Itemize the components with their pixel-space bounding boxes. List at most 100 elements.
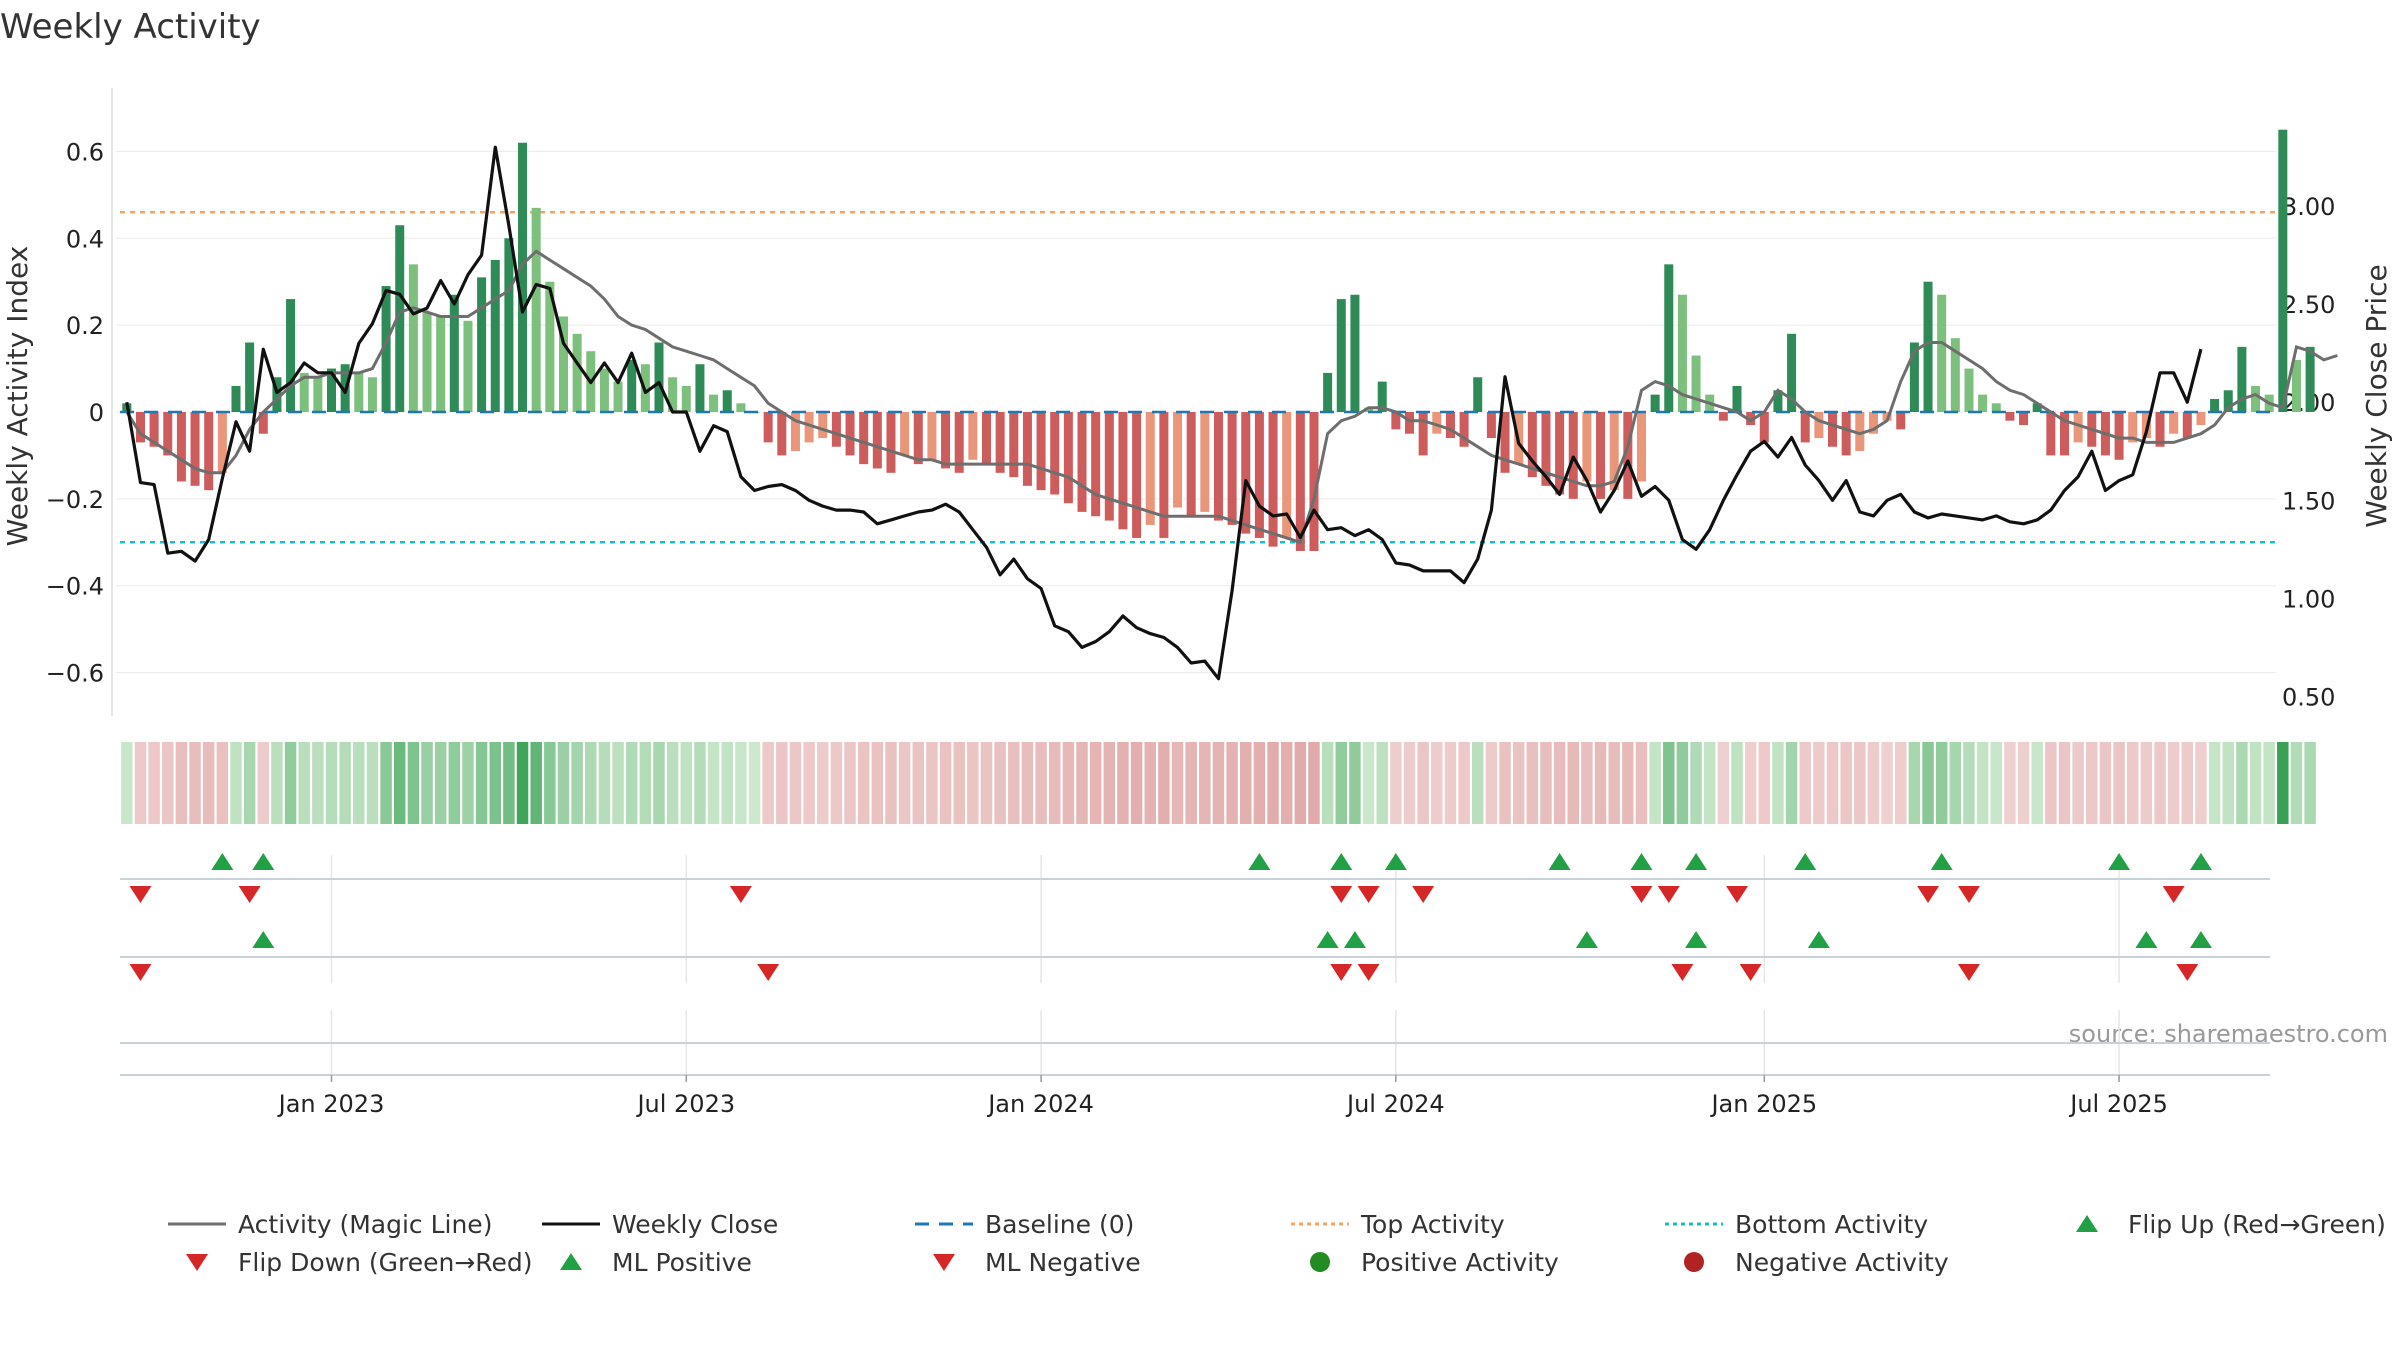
heat-strip-cell xyxy=(2290,742,2303,824)
heat-strip-cell xyxy=(202,742,215,824)
legend-item: ML Negative xyxy=(933,1248,1141,1277)
heat-strip-cell xyxy=(1649,742,1661,824)
activity-bar xyxy=(272,377,282,412)
heat-strip-cell xyxy=(817,742,829,824)
heat-strip-cell xyxy=(625,742,638,824)
heat-strip-cell xyxy=(1089,742,1102,824)
activity-bar xyxy=(1323,372,1333,412)
activity-bar xyxy=(2169,412,2179,434)
heat-strip-cell xyxy=(1703,742,1716,824)
flip-down-marker xyxy=(238,886,261,903)
ml-positive-marker xyxy=(1575,931,1598,948)
flip-down-marker xyxy=(2162,886,2185,903)
ml-positive-marker xyxy=(1343,931,1366,948)
activity-bar xyxy=(1841,412,1851,456)
y-tick-right-label: 2.50 xyxy=(2282,291,2335,319)
activity-bar xyxy=(1541,412,1551,486)
heat-strip-cell xyxy=(1635,742,1648,824)
ml-negative-marker xyxy=(1739,964,1762,981)
heat-strip-cell xyxy=(1854,742,1866,824)
y-tick-left-label: 0.2 xyxy=(66,312,104,340)
heat-strip-cell xyxy=(1867,742,1880,824)
heat-strip-cell xyxy=(653,742,665,824)
activity-bar xyxy=(1746,412,1756,426)
activity-bar xyxy=(1909,342,1919,412)
flip-up-marker xyxy=(1548,853,1571,870)
activity-bar xyxy=(2128,412,2138,443)
activity-bar xyxy=(886,412,896,473)
flip-down-marker xyxy=(729,886,752,903)
heat-strip-cell xyxy=(475,742,488,824)
activity-bar xyxy=(1609,412,1619,491)
heat-strip-cell xyxy=(721,742,733,824)
activity-bar xyxy=(2019,412,2029,426)
activity-bar xyxy=(313,377,323,412)
activity-bar xyxy=(1132,412,1142,538)
heat-strip-cell xyxy=(516,742,529,824)
y-axis-right-label: Weekly Close Price xyxy=(2360,264,2393,527)
heat-strip-cell xyxy=(162,742,174,824)
y-tick-right-label: 1.00 xyxy=(2282,585,2335,613)
activity-bar xyxy=(422,312,432,412)
heat-strip-cell xyxy=(1362,742,1375,824)
legend-label: Top Activity xyxy=(1360,1210,1505,1239)
activity-bar xyxy=(299,372,309,412)
activity-bar xyxy=(722,390,732,412)
activity-bar xyxy=(449,294,459,412)
heat-strip-cell xyxy=(230,742,242,824)
legend-swatch xyxy=(186,1254,208,1271)
heat-strip-cell xyxy=(2004,742,2016,824)
y-tick-left-label: 0.6 xyxy=(66,138,104,166)
activity-bar xyxy=(1636,412,1646,482)
legend-swatch xyxy=(560,1253,582,1270)
activity-bar xyxy=(135,412,145,443)
heat-strip-cell xyxy=(1376,742,1388,824)
activity-bar xyxy=(1868,412,1878,434)
activity-bar xyxy=(381,286,391,412)
ml-positive-marker xyxy=(1807,931,1830,948)
heat-strip-cell xyxy=(134,742,147,824)
activity-bar xyxy=(1855,412,1865,452)
flip-down-marker xyxy=(129,886,152,903)
activity-bar xyxy=(913,412,923,465)
heat-strip-cell xyxy=(1130,742,1143,824)
flip-up-marker xyxy=(2189,853,2212,870)
heat-strip-cell xyxy=(1717,742,1730,824)
activity-bar xyxy=(1350,294,1360,412)
activity-bar xyxy=(859,412,869,465)
activity-bar xyxy=(176,412,186,482)
activity-bar xyxy=(1282,412,1292,538)
heat-strip-cell xyxy=(1935,742,1948,824)
heat-strip-cell xyxy=(967,742,979,824)
heat-strip-cell xyxy=(885,742,897,824)
heat-strip-cell xyxy=(1158,742,1170,824)
legend-swatch xyxy=(2076,1215,2098,1232)
activity-bar xyxy=(1623,412,1633,499)
activity-bar xyxy=(1186,412,1196,517)
heat-strip-cell xyxy=(1253,742,1266,824)
heat-strip-cell xyxy=(1199,742,1211,824)
flip-down-marker xyxy=(1630,886,1653,903)
activity-bar xyxy=(790,412,800,452)
heat-strip-cell xyxy=(1212,742,1225,824)
heat-strip-cell xyxy=(748,742,761,824)
legend-label: Positive Activity xyxy=(1361,1248,1559,1277)
heat-strip-cell xyxy=(1540,742,1552,824)
activity-bar xyxy=(1923,281,1933,412)
activity-bar xyxy=(1009,412,1019,478)
heat-strip-cell xyxy=(2249,742,2262,824)
activity-bar xyxy=(831,412,841,447)
legend-label: Negative Activity xyxy=(1735,1248,1949,1277)
activity-bar xyxy=(1718,412,1728,421)
heat-strip-cell xyxy=(2263,742,2275,824)
legend: Activity (Magic Line) Weekly Close Baselin… xyxy=(168,1210,2386,1277)
y-tick-right-label: 3.00 xyxy=(2282,193,2335,221)
y-tick-left-label: 0.4 xyxy=(66,225,104,253)
heat-strip-cell xyxy=(2277,742,2289,824)
heat-strip-cell xyxy=(1922,742,1934,824)
heat-strip-cell xyxy=(284,742,297,824)
activity-bar xyxy=(204,412,214,491)
heat-strip-cell xyxy=(585,742,597,824)
heat-strip-cell xyxy=(639,742,652,824)
